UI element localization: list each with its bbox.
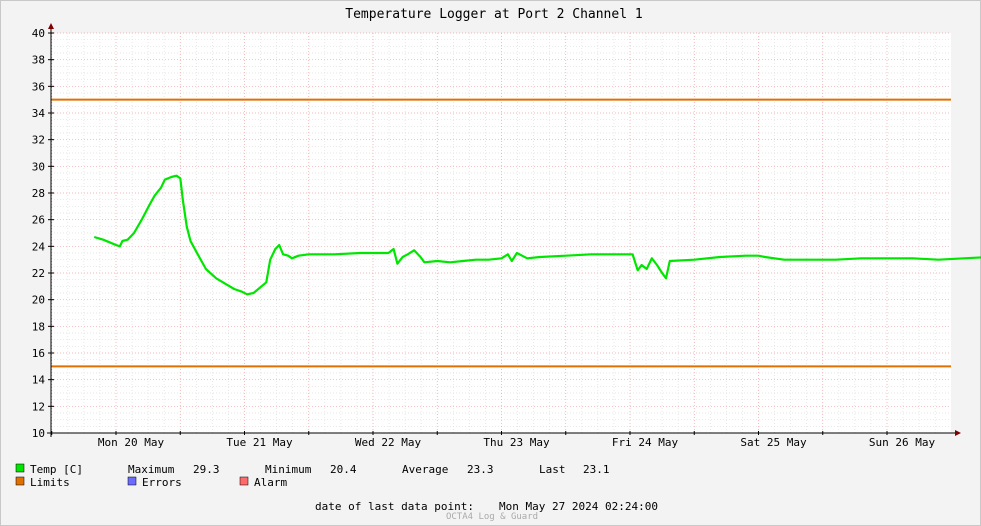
legend-swatch-errors bbox=[127, 476, 137, 486]
limit-lines bbox=[51, 98, 951, 368]
y-axis-arrow bbox=[48, 23, 54, 29]
y-tick-label: 20 bbox=[32, 294, 45, 307]
stat-maximum-value: 29.3 bbox=[193, 463, 220, 476]
y-tick-label: 40 bbox=[32, 27, 45, 40]
y-tick-label: 10 bbox=[32, 427, 45, 440]
x-axis-arrow bbox=[955, 430, 961, 436]
legend-swatch-alarm bbox=[239, 476, 249, 486]
y-tick-label: 14 bbox=[32, 374, 46, 387]
legend-swatch-limits bbox=[15, 476, 25, 486]
legend-label-limits: Limits bbox=[30, 476, 70, 489]
x-tick-label: Fri 24 May bbox=[612, 436, 679, 449]
y-tick-label: 12 bbox=[32, 400, 45, 413]
legend: Temp [C] Maximum 29.3 Minimum 20.4 Avera… bbox=[15, 463, 610, 489]
y-tick-label: 36 bbox=[32, 80, 45, 93]
stat-last-label: Last bbox=[539, 463, 566, 476]
y-tick-label: 24 bbox=[32, 240, 46, 253]
x-tick-label: Tue 21 May bbox=[226, 436, 293, 449]
y-tick-label: 38 bbox=[32, 54, 45, 67]
temp-line bbox=[93, 174, 981, 296]
x-tick-label: Sun 26 May bbox=[869, 436, 936, 449]
credit-text: OCTA4 Log & Guard bbox=[446, 512, 538, 522]
last-data-point-label: date of last data point: bbox=[315, 500, 474, 513]
stat-maximum-label: Maximum bbox=[128, 463, 175, 476]
x-tick-label: Mon 20 May bbox=[98, 436, 165, 449]
y-tick-label: 28 bbox=[32, 187, 45, 200]
x-tick-label: Sat 25 May bbox=[740, 436, 807, 449]
y-tick-labels: 10 12 14 16 18 20 22 24 26 28 30 32 34 36 38 40 bbox=[32, 27, 46, 440]
y-tick-label: 32 bbox=[32, 134, 45, 147]
y-tick-label: 16 bbox=[32, 347, 45, 360]
stat-minimum-label: Minimum bbox=[265, 463, 312, 476]
grid bbox=[51, 32, 951, 434]
axes bbox=[47, 23, 961, 437]
x-tick-label: Wed 22 May bbox=[355, 436, 422, 449]
legend-swatch-temp bbox=[15, 463, 25, 473]
x-tick-labels: Mon 20 May Tue 21 May Wed 22 May Thu 23 May… bbox=[98, 436, 936, 449]
stat-average-label: Average bbox=[402, 463, 448, 476]
y-tick-label: 26 bbox=[32, 214, 45, 227]
legend-label-temp: Temp [C] bbox=[30, 463, 83, 476]
stat-average-value: 23.3 bbox=[467, 463, 494, 476]
y-tick-label: 22 bbox=[32, 267, 45, 280]
x-tick-label: Thu 23 May bbox=[483, 436, 550, 449]
last-data-point-value: Mon May 27 2024 02:24:00 bbox=[499, 500, 658, 513]
legend-label-alarm: Alarm bbox=[254, 476, 287, 489]
temp-series bbox=[93, 174, 981, 296]
y-tick-label: 18 bbox=[32, 320, 45, 333]
y-tick-label: 34 bbox=[32, 107, 46, 120]
legend-label-errors: Errors bbox=[142, 476, 182, 489]
stat-minimum-value: 20.4 bbox=[330, 463, 357, 476]
stat-last-value: 23.1 bbox=[583, 463, 610, 476]
chart-title: Temperature Logger at Port 2 Channel 1 bbox=[345, 7, 642, 22]
y-tick-label: 30 bbox=[32, 160, 45, 173]
